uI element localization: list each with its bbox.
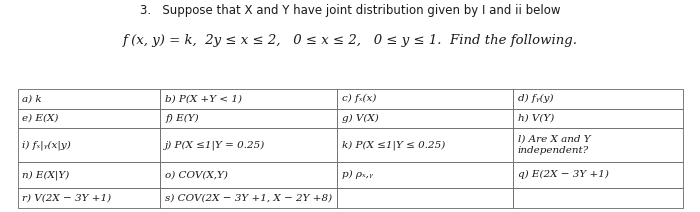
Text: l) Are X and Y
independent?: l) Are X and Y independent?: [518, 135, 591, 155]
Text: d) fᵧ(y): d) fᵧ(y): [518, 94, 553, 103]
Text: e) E(X): e) E(X): [22, 114, 59, 123]
Text: q) E(2X − 3Y +1): q) E(2X − 3Y +1): [518, 170, 609, 179]
Bar: [160, 128, 337, 162]
Text: k) P(X ≤1|Y ≤ 0.25): k) P(X ≤1|Y ≤ 0.25): [342, 140, 445, 150]
Text: c) fₓ(x): c) fₓ(x): [342, 94, 376, 103]
Bar: [513, 128, 682, 162]
Bar: [513, 109, 682, 128]
Text: o) COV(X,Y): o) COV(X,Y): [165, 170, 228, 179]
Bar: [337, 89, 513, 109]
Bar: [160, 188, 337, 208]
Text: n) E(X|Y): n) E(X|Y): [22, 170, 70, 180]
Text: b) P(X +Y < 1): b) P(X +Y < 1): [165, 94, 242, 103]
Text: 3.   Suppose that X and Y have joint distribution given by I and ii below: 3. Suppose that X and Y have joint distr…: [140, 4, 560, 17]
Bar: [18, 89, 160, 109]
Bar: [160, 162, 337, 188]
Text: j) P(X ≤1|Y = 0.25): j) P(X ≤1|Y = 0.25): [165, 140, 265, 150]
Text: p) ρₓ,ᵧ: p) ρₓ,ᵧ: [342, 170, 372, 179]
Bar: [513, 89, 682, 109]
Bar: [337, 109, 513, 128]
Bar: [18, 109, 160, 128]
Bar: [513, 162, 682, 188]
Text: r) V(2X − 3Y +1): r) V(2X − 3Y +1): [22, 193, 111, 202]
Text: h) V(Y): h) V(Y): [518, 114, 554, 123]
Bar: [337, 162, 513, 188]
Text: g) V(X): g) V(X): [342, 114, 378, 123]
Bar: [337, 188, 513, 208]
Bar: [18, 128, 160, 162]
Text: i) fₓ|ᵧ(x|y): i) fₓ|ᵧ(x|y): [22, 140, 71, 150]
Text: a) k: a) k: [22, 94, 42, 103]
Text: f (x, y) = k,  2y ≤ x ≤ 2,   0 ≤ x ≤ 2,   0 ≤ y ≤ 1.  Find the following.: f (x, y) = k, 2y ≤ x ≤ 2, 0 ≤ x ≤ 2, 0 ≤…: [122, 34, 577, 47]
Bar: [18, 162, 160, 188]
Text: f) E(Y): f) E(Y): [165, 114, 199, 123]
Text: s) COV(2X − 3Y +1, X − 2Y +8): s) COV(2X − 3Y +1, X − 2Y +8): [165, 193, 332, 202]
Bar: [18, 188, 160, 208]
Bar: [160, 109, 337, 128]
Bar: [160, 89, 337, 109]
Bar: [337, 128, 513, 162]
Bar: [513, 188, 682, 208]
